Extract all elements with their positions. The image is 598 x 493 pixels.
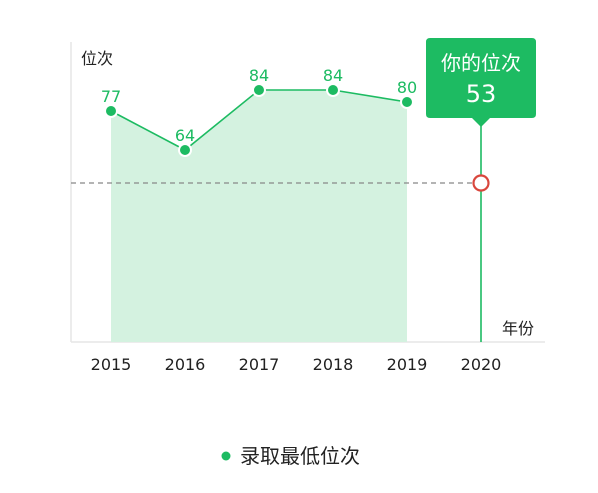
callout-value: 53 [466,80,497,108]
data-point [326,83,340,97]
data-label: 84 [249,66,269,85]
legend: 录取最低位次 [221,444,360,468]
callout-title: 你的位次 [441,51,521,75]
data-label: 80 [397,78,417,97]
x-tick-label: 2020 [461,355,502,374]
x-tick-label: 2017 [239,355,280,374]
x-tick-label: 2015 [91,355,132,374]
data-point [104,104,118,118]
data-point [178,143,192,157]
y-axis-title: 位次 [81,49,113,68]
legend-label: 录取最低位次 [240,444,360,468]
x-tick-label: 2019 [387,355,428,374]
callout-box [426,38,536,127]
x-tick-label: 2016 [165,355,206,374]
data-point [252,83,266,97]
legend-marker [221,451,231,461]
x-tick-label: 2018 [313,355,354,374]
data-point [400,95,414,109]
data-label: 77 [101,87,121,106]
series-points-layer [104,83,414,157]
your-rank-marker [472,174,490,192]
series-area-layer [111,90,407,342]
x-axis-title: 年份 [502,319,534,338]
data-label: 84 [323,66,343,85]
x-tick-labels-layer: 2015 2016 2017 2018 2019 2020 [91,355,502,374]
your-rank-callout: 你的位次 53 [426,38,536,127]
series-area [111,90,407,342]
data-labels-layer: 77 64 84 84 80 [101,66,417,145]
your-rank-reference-layer [71,118,490,342]
data-label: 64 [175,126,195,145]
